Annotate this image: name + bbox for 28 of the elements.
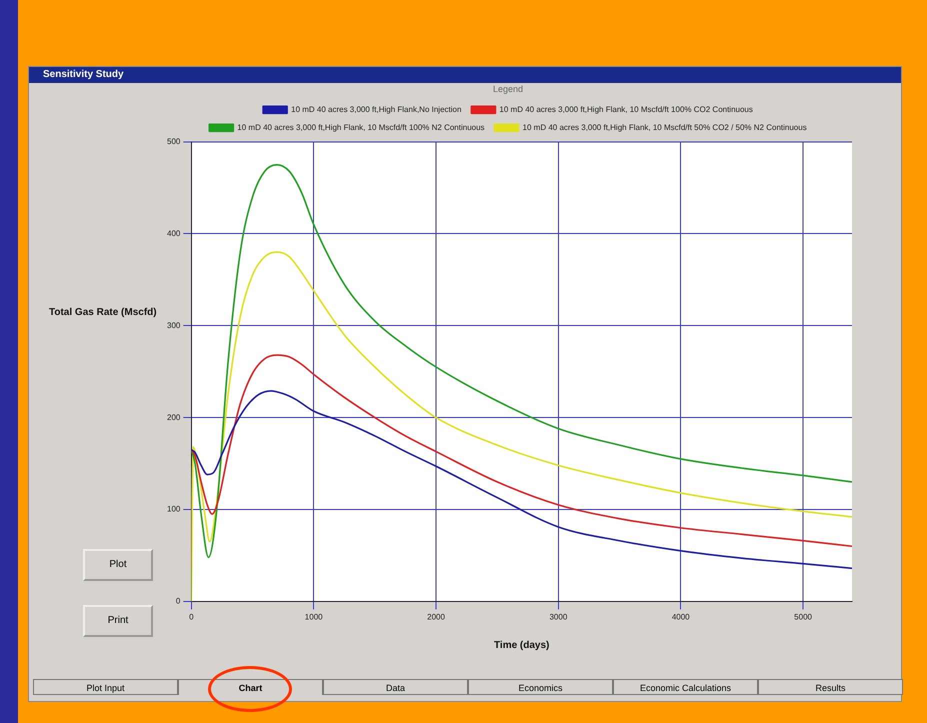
y-tick-label: 200 xyxy=(166,412,181,422)
text: Economics xyxy=(468,679,613,695)
legend-label: 10 mD 40 acres 3,000 ft,High Flank, 10 Mscfd/ft 100% N2 Continuous xyxy=(237,123,485,132)
text: Results xyxy=(758,679,903,695)
x-tick-label: 3000 xyxy=(549,612,568,622)
legend-label: 10 mD 40 acres 3,000 ft,High Flank, 10 Mscfd/ft 50% CO2 / 50% N2 Continuous xyxy=(522,123,807,132)
text: Economic Calculations xyxy=(613,679,758,695)
y-tick-label: 500 xyxy=(166,137,181,146)
text: Print xyxy=(83,605,153,637)
y-tick-label: 300 xyxy=(166,320,181,330)
x-tick-label: 5000 xyxy=(794,612,813,622)
legend-label: 10 mD 40 acres 3,000 ft,High Flank, 10 Mscfd/ft 100% CO2 Continuous xyxy=(499,105,753,114)
x-tick-label: 0 xyxy=(189,612,194,622)
x-tick-label: 1000 xyxy=(304,612,324,622)
text: Sensitivity Study xyxy=(29,67,901,83)
text: Data xyxy=(323,679,468,695)
x-axis-title: Time (days) xyxy=(494,640,550,651)
x-tick-label: 4000 xyxy=(672,612,690,622)
text: Chart xyxy=(178,679,323,695)
y-tick-label: 0 xyxy=(176,596,181,606)
y-tick-label: 400 xyxy=(166,228,181,238)
y-tick-label: 100 xyxy=(166,504,181,514)
legend-title: Legend xyxy=(492,84,524,94)
text: Plot Input xyxy=(33,679,178,695)
legend-label: 10 mD 40 acres 3,000 ft,High Flank,No Injection xyxy=(291,105,462,114)
text: Plot xyxy=(83,549,153,581)
y-axis-title: Total Gas Rate (Mscfd) xyxy=(49,307,157,318)
x-tick-label: 2000 xyxy=(427,612,446,622)
